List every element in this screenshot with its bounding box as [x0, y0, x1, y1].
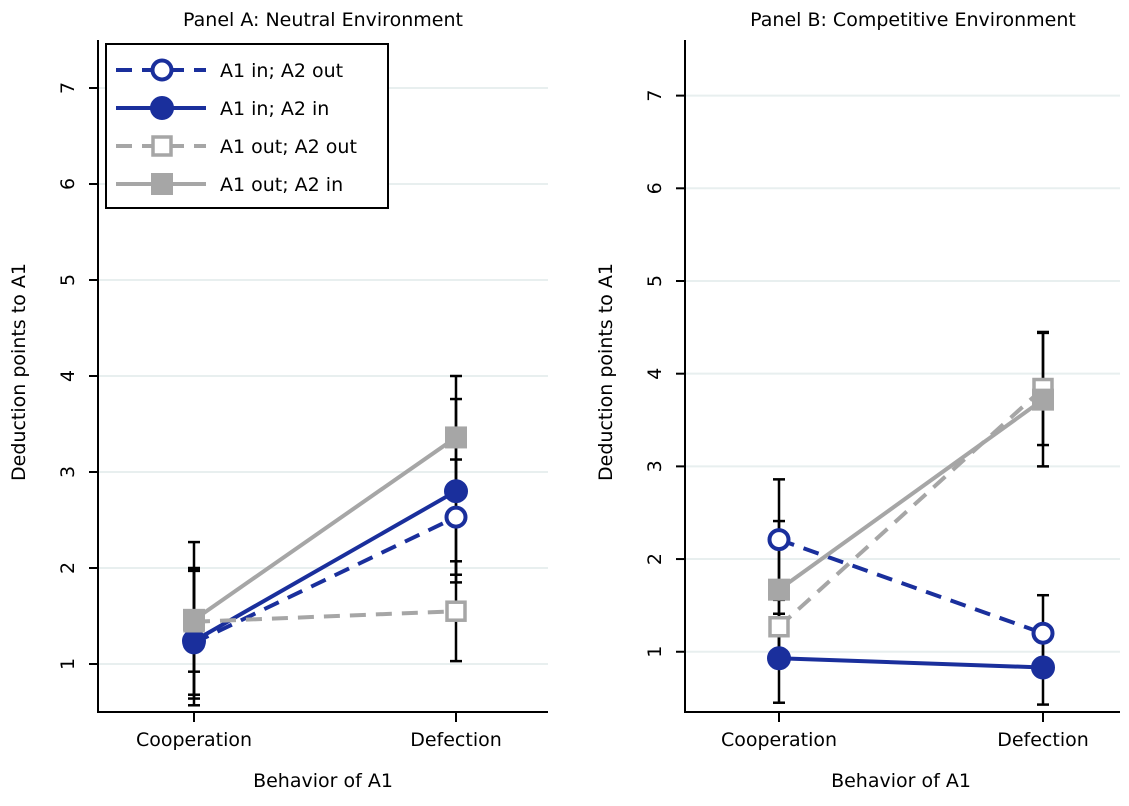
legend-marker — [151, 135, 173, 157]
y-axis-label: Deduction points to A1 — [595, 263, 617, 481]
series-line — [778, 656, 1044, 670]
y-tick-label: 4 — [57, 370, 79, 382]
y-tick-label: 7 — [644, 90, 666, 102]
y-tick-label: 7 — [57, 82, 79, 94]
data-point — [445, 426, 467, 449]
x-tick-label: Defection — [410, 729, 502, 751]
data-point — [1032, 388, 1054, 411]
y-tick-label: 5 — [57, 274, 79, 286]
y-tick-label: 3 — [644, 460, 666, 472]
data-point — [768, 615, 790, 638]
x-axis-label: Behavior of A1 — [253, 770, 393, 792]
series-line — [778, 537, 1044, 636]
chart-title: Panel A: Neutral Environment — [183, 9, 463, 31]
data-point — [767, 646, 791, 671]
data-point — [183, 608, 205, 631]
x-tick-label: Cooperation — [721, 729, 837, 751]
y-tick-label: 1 — [57, 658, 79, 670]
data-point — [767, 528, 791, 552]
series-line — [192, 435, 458, 622]
series-line — [193, 609, 457, 624]
chart-panel-0: 1 2 3 4 5 6 7 Cooperation Defection Panel A: Neut… — [8, 9, 548, 792]
x-tick-label: Defection — [997, 729, 1089, 751]
legend-label: A1 out; A2 in — [220, 174, 343, 196]
y-tick-label: 2 — [644, 553, 666, 565]
y-tick-label: 4 — [644, 368, 666, 380]
y-tick-label: 3 — [57, 466, 79, 478]
legend-marker — [151, 173, 173, 195]
series-line — [193, 489, 457, 643]
data-point — [444, 479, 468, 504]
y-tick-label: 1 — [644, 646, 666, 658]
y-tick-label: 5 — [644, 275, 666, 287]
chart-title: Panel B: Competitive Environment — [750, 9, 1076, 31]
legend-label: A1 in; A2 in — [220, 98, 329, 120]
legend-marker — [150, 58, 174, 82]
series-line — [193, 515, 457, 645]
x-axis-label: Behavior of A1 — [831, 770, 971, 792]
data-point — [1031, 621, 1055, 645]
y-axis-label: Deduction points to A1 — [8, 263, 30, 481]
y-tick-label: 6 — [57, 178, 79, 190]
legend-label: A1 in; A2 out — [220, 60, 343, 82]
data-point — [1031, 655, 1055, 680]
series-line — [777, 398, 1045, 592]
x-tick-label: Cooperation — [136, 729, 252, 751]
data-point — [445, 600, 467, 622]
legend: A1 in; A2 out A1 in; A2 in A1 out; A2 out A… — [105, 43, 389, 209]
legend-marker — [150, 96, 174, 120]
y-tick-label: 6 — [644, 182, 666, 194]
data-point — [444, 505, 468, 529]
chart-panel-1: 1 2 3 4 5 6 7 Cooperation Defection Panel B: Comp… — [595, 9, 1120, 792]
data-point — [182, 628, 206, 653]
y-tick-label: 2 — [57, 562, 79, 574]
series-line — [777, 387, 1045, 629]
legend-label: A1 out; A2 out — [220, 136, 357, 158]
data-point — [768, 578, 790, 601]
